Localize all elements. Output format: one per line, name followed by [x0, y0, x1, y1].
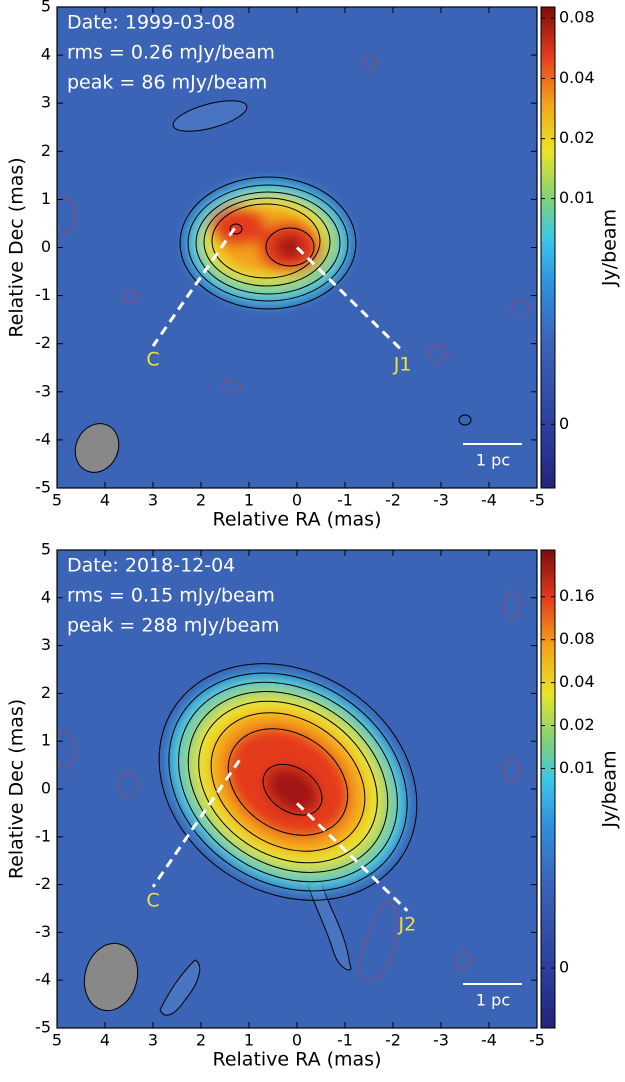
x-tick-label: 5 [52, 1031, 62, 1050]
colorbar-tick-label: 0.02 [559, 128, 595, 147]
x-tick-label: 1 [244, 491, 254, 510]
y-tick-label: -1 [35, 285, 51, 304]
y-tick-label: 5 [41, 0, 51, 16]
y-tick-label: 3 [41, 635, 51, 654]
colorbar-tick-label: 0.04 [559, 672, 595, 691]
annotation: rms = 0.26 mJy/beam [67, 42, 275, 64]
colorbar-label: Jy/beam [599, 750, 621, 828]
annotation: Date: 1999-03-08 [67, 12, 235, 34]
y-tick-label: -3 [35, 381, 51, 400]
x-tick-label: 4 [100, 491, 110, 510]
y-tick-label: 5 [41, 540, 51, 559]
x-tick-label: -4 [481, 491, 497, 510]
colorbar [541, 550, 555, 1028]
x-tick-label: 2 [196, 1031, 206, 1050]
colorbar-tick-label: 0.01 [559, 188, 595, 207]
x-tick-label: 3 [148, 491, 158, 510]
y-tick-label: -1 [35, 826, 51, 845]
colorbar-tick-label: 0.08 [559, 8, 595, 27]
y-tick-label: -4 [35, 970, 51, 989]
scale-bar-label: 1 pc [476, 451, 510, 470]
feature-label: J1 [393, 353, 412, 375]
y-tick-label: -2 [35, 874, 51, 893]
x-tick-label: 5 [52, 491, 62, 510]
y-axis-label: Relative Dec (mas) [6, 157, 28, 337]
x-tick-label: -1 [337, 491, 353, 510]
x-tick-label: -5 [529, 1031, 545, 1050]
annotation: rms = 0.15 mJy/beam [67, 585, 275, 607]
colorbar-tick-label: 0 [559, 958, 569, 977]
colorbar-tick-label: 0.02 [559, 715, 595, 734]
x-axis-label: Relative RA (mas) [212, 1049, 381, 1071]
feature-label: C [146, 349, 159, 371]
y-tick-label: 4 [41, 45, 51, 64]
x-tick-label: -3 [433, 1031, 449, 1050]
x-tick-label: 2 [196, 491, 206, 510]
x-tick-label: 3 [148, 1031, 158, 1050]
figure: 5 4 3 2 1 0 -1 -2 -3 -4 -5 -5 -4 -3 -2 -1 0 1 2 3 4 5 Relative… [0, 0, 625, 1082]
y-tick-label: -2 [35, 333, 51, 352]
x-tick-label: -3 [433, 491, 449, 510]
y-tick-label: 3 [41, 93, 51, 112]
y-tick-label: 2 [41, 141, 51, 160]
colorbar-tick-label: 0.01 [559, 758, 595, 777]
annotation: peak = 86 mJy/beam [67, 72, 267, 94]
x-tick-label: -1 [337, 1031, 353, 1050]
y-tick-label: -4 [35, 429, 51, 448]
x-tick-label: -2 [385, 1031, 401, 1050]
x-axis-label: Relative RA (mas) [212, 509, 381, 531]
feature-label: J2 [398, 913, 417, 935]
x-tick-label: 4 [100, 1031, 110, 1050]
colorbar-tick-label: 0.04 [559, 68, 595, 87]
y-axis-label: Relative Dec (mas) [6, 699, 28, 879]
x-tick-label: 1 [244, 1031, 254, 1050]
y-tick-label: 4 [41, 587, 51, 606]
feature-label: C [146, 889, 159, 911]
y-tick-label: 2 [41, 683, 51, 702]
colorbar-tick-label: 0.08 [559, 629, 595, 648]
scale-bar-label: 1 pc [476, 991, 510, 1010]
y-tick-label: 0 [41, 779, 51, 798]
annotation: Date: 2018-12-04 [67, 555, 235, 577]
x-tick-label: -2 [385, 491, 401, 510]
colorbar [541, 7, 555, 488]
x-tick-label: 0 [292, 491, 302, 510]
y-tick-label: -5 [35, 1018, 51, 1037]
colorbar-tick-label: 0 [559, 414, 569, 433]
x-tick-label: -5 [529, 491, 545, 510]
x-tick-label: -4 [481, 1031, 497, 1050]
annotation: peak = 288 mJy/beam [67, 615, 279, 637]
colorbar-tick-label: 0.16 [559, 586, 595, 605]
y-tick-label: -5 [35, 478, 51, 497]
y-tick-label: 0 [41, 237, 51, 256]
x-tick-label: 0 [292, 1031, 302, 1050]
colorbar-label: Jy/beam [599, 209, 621, 287]
y-tick-label: 1 [41, 189, 51, 208]
y-tick-label: -3 [35, 922, 51, 941]
y-tick-label: 1 [41, 731, 51, 750]
